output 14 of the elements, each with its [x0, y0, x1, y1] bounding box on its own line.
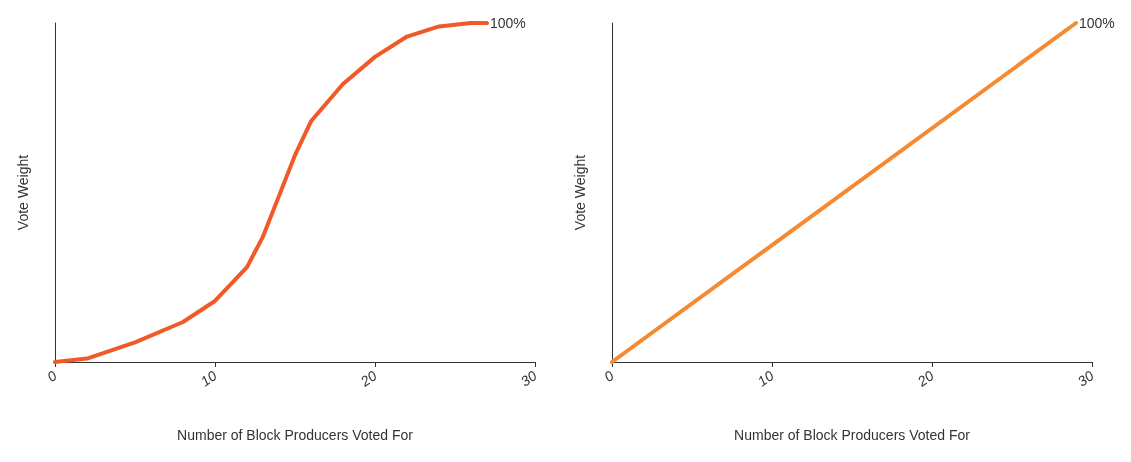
x-tick-label: 20 — [356, 367, 380, 391]
x-axis-title: Number of Block Producers Voted For — [734, 427, 971, 443]
y-axis-title: Vote Weight — [572, 154, 588, 231]
x-tick-label: 20 — [913, 367, 937, 391]
x-tick-label: 30 — [1074, 367, 1097, 390]
annotation: 100% — [1079, 15, 1115, 31]
y-axis-title: Vote Weight — [15, 154, 31, 231]
x-tick-label: 10 — [754, 367, 777, 390]
x-axis-title: Number of Block Producers Voted For — [177, 427, 414, 443]
x-tick-label: 30 — [517, 367, 540, 390]
x-tick-label: 10 — [197, 367, 220, 390]
annotation: 100% — [490, 15, 526, 31]
x-tick-label: 0 — [601, 367, 617, 386]
x-tick-label: 0 — [44, 367, 60, 386]
